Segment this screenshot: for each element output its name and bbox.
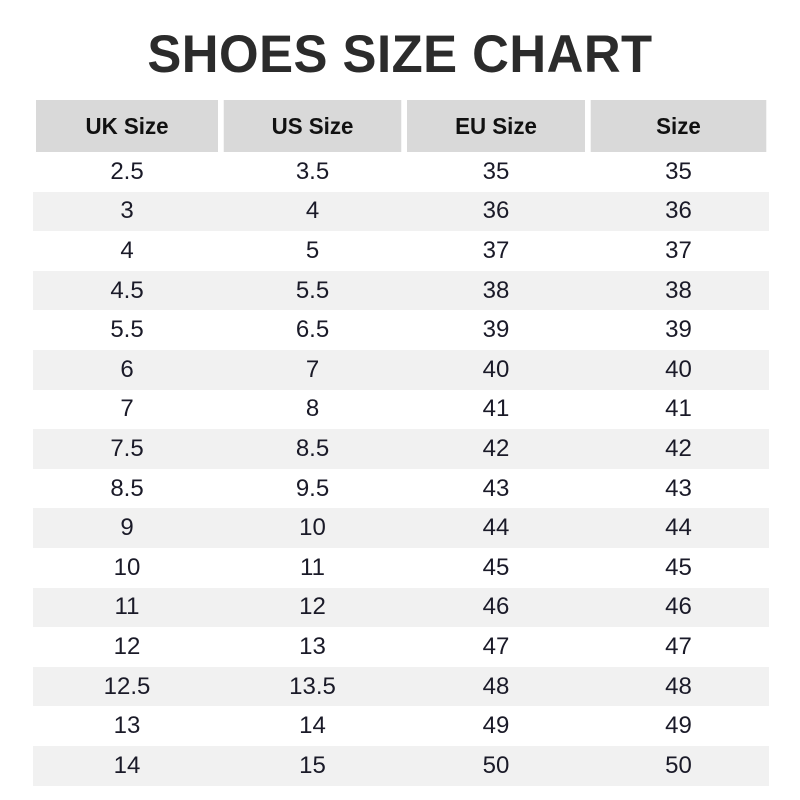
table-row: 12 13 47 47	[33, 627, 769, 667]
cell-size: 50	[588, 745, 769, 786]
cell-us: 5	[221, 231, 404, 271]
table-header: UK Size US Size EU Size Size	[33, 100, 769, 152]
cell-eu: 43	[404, 468, 588, 509]
cell-eu: 50	[404, 745, 588, 786]
table-row: 6 7 40 40	[33, 349, 769, 390]
cell-uk: 3	[33, 191, 221, 232]
table-row: 12.5 13.5 48 48	[33, 666, 769, 707]
table-row: 7 8 41 41	[33, 389, 769, 430]
cell-us: 13	[221, 627, 404, 667]
cell-us: 5.5	[221, 270, 404, 311]
cell-eu: 44	[404, 508, 588, 548]
cell-size: 45	[588, 547, 769, 588]
cell-size: 44	[588, 508, 769, 548]
cell-eu: 46	[404, 587, 588, 628]
cell-size: 49	[588, 706, 769, 746]
table-row: 13 14 49 49	[33, 706, 769, 746]
header-row: UK Size US Size EU Size Size	[33, 100, 769, 152]
column-header-us-size: US Size	[223, 100, 402, 152]
cell-uk: 11	[33, 587, 221, 628]
table-row: 14 15 50 50	[33, 745, 769, 786]
cell-eu: 38	[404, 270, 588, 311]
cell-eu: 42	[404, 429, 588, 469]
cell-uk: 6	[33, 349, 221, 390]
table-row: 3 4 36 36	[33, 191, 769, 232]
table-row: 10 11 45 45	[33, 547, 769, 588]
cell-us: 10	[221, 508, 404, 548]
column-header-uk-size: UK Size	[35, 100, 219, 152]
cell-size: 38	[588, 270, 769, 311]
cell-size: 37	[588, 231, 769, 271]
cell-us: 4	[221, 191, 404, 232]
cell-us: 9.5	[221, 468, 404, 509]
table-body: 2.5 3.5 35 35 3 4 36 36 4 5 37 37 4.5 5.5 38 38 5.5 6.5 39…	[33, 152, 769, 786]
cell-size: 35	[588, 152, 769, 192]
cell-us: 11	[221, 547, 404, 588]
column-header-eu-size: EU Size	[406, 100, 586, 152]
cell-us: 6.5	[221, 310, 404, 350]
cell-uk: 8.5	[33, 468, 221, 509]
cell-us: 12	[221, 587, 404, 628]
cell-uk: 5.5	[33, 310, 221, 350]
cell-eu: 41	[404, 389, 588, 430]
cell-eu: 39	[404, 310, 588, 350]
cell-uk: 10	[33, 547, 221, 588]
table-row: 4 5 37 37	[33, 231, 769, 271]
table-row: 11 12 46 46	[33, 587, 769, 628]
cell-size: 39	[588, 310, 769, 350]
cell-size: 42	[588, 429, 769, 469]
cell-size: 48	[588, 666, 769, 707]
cell-uk: 13	[33, 706, 221, 746]
cell-size: 41	[588, 389, 769, 430]
cell-us: 13.5	[221, 666, 404, 707]
cell-uk: 2.5	[33, 152, 221, 192]
cell-us: 8.5	[221, 429, 404, 469]
table-row: 9 10 44 44	[33, 508, 769, 548]
shoe-size-table: UK Size US Size EU Size Size 2.5 3.5 35 35 3…	[33, 100, 769, 786]
table-row: 7.5 8.5 42 42	[33, 429, 769, 469]
cell-us: 3.5	[221, 152, 404, 192]
cell-size: 36	[588, 191, 769, 232]
cell-us: 15	[221, 745, 404, 786]
cell-us: 7	[221, 349, 404, 390]
cell-uk: 4	[33, 231, 221, 271]
cell-size: 46	[588, 587, 769, 628]
cell-uk: 7	[33, 389, 221, 430]
cell-uk: 12.5	[33, 666, 221, 707]
cell-eu: 45	[404, 547, 588, 588]
cell-eu: 48	[404, 666, 588, 707]
cell-uk: 9	[33, 508, 221, 548]
page-title: SHOES SIZE CHART	[147, 25, 653, 84]
cell-size: 40	[588, 349, 769, 390]
cell-uk: 4.5	[33, 270, 221, 311]
cell-eu: 47	[404, 627, 588, 667]
cell-uk: 14	[33, 745, 221, 786]
cell-eu: 40	[404, 349, 588, 390]
cell-eu: 36	[404, 191, 588, 232]
cell-us: 8	[221, 389, 404, 430]
cell-size: 43	[588, 468, 769, 509]
table-row: 2.5 3.5 35 35	[33, 152, 769, 192]
cell-eu: 35	[404, 152, 588, 192]
table-row: 4.5 5.5 38 38	[33, 270, 769, 311]
cell-us: 14	[221, 706, 404, 746]
column-header-size: Size	[590, 100, 767, 152]
table-row: 8.5 9.5 43 43	[33, 468, 769, 509]
cell-uk: 12	[33, 627, 221, 667]
table-row: 5.5 6.5 39 39	[33, 310, 769, 350]
cell-eu: 37	[404, 231, 588, 271]
cell-size: 47	[588, 627, 769, 667]
cell-uk: 7.5	[33, 429, 221, 469]
cell-eu: 49	[404, 706, 588, 746]
